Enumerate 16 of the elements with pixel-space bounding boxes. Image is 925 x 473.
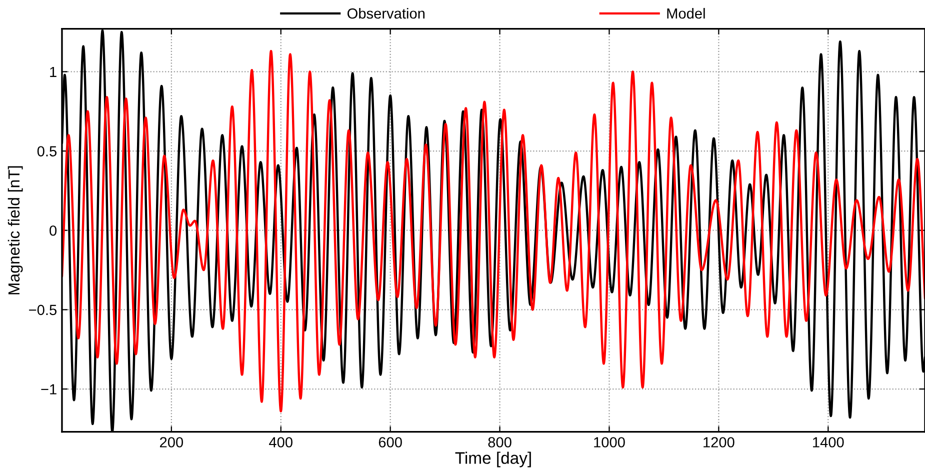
x-tick-label: 400: [269, 437, 292, 448]
x-tick-label: 1000: [594, 437, 625, 448]
y-tick-label: −0.5: [29, 304, 57, 316]
x-tick-label: 1200: [704, 437, 734, 448]
x-tick-label: 600: [378, 437, 402, 448]
x-tick-label: 800: [488, 437, 512, 448]
y-axis-title: Magnetic field [nT]: [8, 166, 23, 294]
y-tick-label: 0: [50, 225, 57, 236]
x-tick-label: 200: [160, 437, 184, 448]
y-tick-label: 1: [50, 66, 56, 77]
x-tick-label: 1400: [813, 437, 844, 448]
x-axis-title: Time [day]: [455, 452, 531, 468]
legend-label: Observation: [348, 8, 424, 19]
y-tick-label: −1: [41, 384, 56, 394]
y-tick-label: 0.5: [37, 146, 57, 156]
legend-label: Model: [667, 8, 705, 19]
